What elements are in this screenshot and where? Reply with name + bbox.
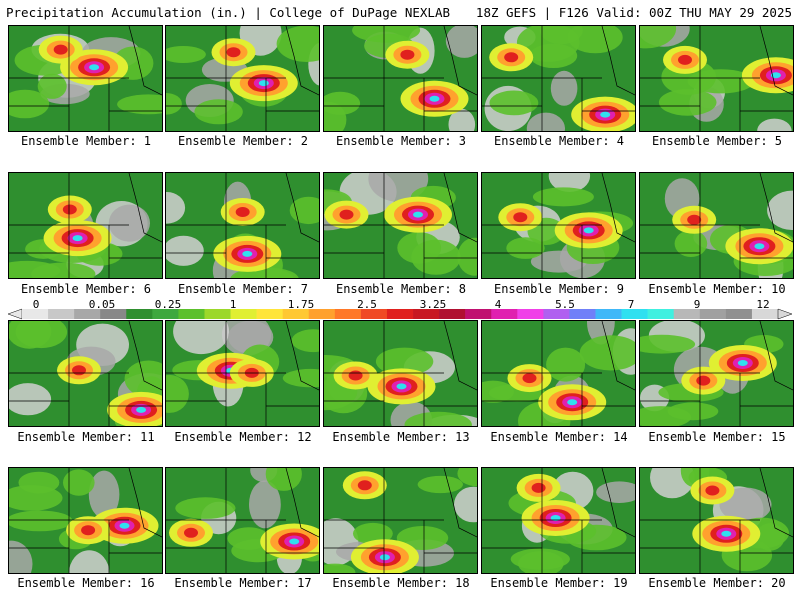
ensemble-member-label: Ensemble Member: 18 xyxy=(332,576,470,590)
ensemble-member-map xyxy=(323,467,478,574)
colorbar-swatch xyxy=(725,309,753,319)
colorbar-tick-label: 0.25 xyxy=(154,298,182,311)
ensemble-member-map xyxy=(323,25,478,132)
ensemble-member-map xyxy=(481,25,636,132)
colorbar-swatch xyxy=(517,309,544,319)
ensemble-member-map xyxy=(165,172,320,279)
colorbar-tick-label: 2.5 xyxy=(357,298,377,311)
colorbar-tick-label: 0 xyxy=(32,298,40,311)
ensemble-member-map xyxy=(639,172,794,279)
ensemble-member-map xyxy=(481,172,636,279)
colorbar-swatch xyxy=(595,309,622,319)
colorbar-swatch xyxy=(334,309,362,319)
colorbar-tick-label: 12 xyxy=(756,298,770,311)
ensemble-member-map xyxy=(639,467,794,574)
colorbar-max-arrow xyxy=(777,308,792,320)
colorbar-swatch xyxy=(100,309,127,319)
ensemble-member-label: Ensemble Member: 7 xyxy=(177,282,309,296)
colorbar-swatch xyxy=(256,309,283,319)
colorbar-tick-label: 0.05 xyxy=(88,298,116,311)
ensemble-member-label: Ensemble Member: 8 xyxy=(335,282,467,296)
ensemble-member-label: Ensemble Member: 12 xyxy=(174,430,312,444)
ensemble-member-map xyxy=(481,320,636,427)
ensemble-member-label: Ensemble Member: 15 xyxy=(648,430,786,444)
ensemble-member-label: Ensemble Member: 6 xyxy=(20,282,152,296)
colorbar-swatch xyxy=(74,309,101,319)
ensemble-member-map xyxy=(481,467,636,574)
colorbar-swatch xyxy=(491,309,518,319)
ensemble-member-label: Ensemble Member: 4 xyxy=(493,134,625,148)
colorbar-swatch xyxy=(204,309,231,319)
ensemble-member-map xyxy=(8,320,163,427)
precip-colorbar xyxy=(8,308,792,320)
colorbar-swatch xyxy=(152,309,179,319)
colorbar-swatch xyxy=(647,309,675,319)
colorbar-swatch xyxy=(439,309,466,319)
ensemble-member-label: Ensemble Member: 5 xyxy=(651,134,783,148)
colorbar-tick-label: 5.5 xyxy=(555,298,575,311)
colorbar-tick-label: 1.75 xyxy=(287,298,315,311)
ensemble-member-label: Ensemble Member: 10 xyxy=(648,282,786,296)
colorbar-swatch xyxy=(308,309,336,319)
ensemble-member-label: Ensemble Member: 14 xyxy=(490,430,628,444)
ensemble-member-label: Ensemble Member: 11 xyxy=(17,430,155,444)
colorbar-swatch xyxy=(386,309,414,319)
colorbar-swatch xyxy=(621,309,648,319)
colorbar-tick-label: 9 xyxy=(693,298,701,311)
colorbar-swatch xyxy=(543,309,570,319)
ensemble-member-label: Ensemble Member: 9 xyxy=(493,282,625,296)
colorbar-swatch xyxy=(699,309,727,319)
colorbar-swatch xyxy=(413,309,440,319)
colorbar-swatch xyxy=(22,309,49,319)
ensemble-member-label: Ensemble Member: 3 xyxy=(335,134,467,148)
ensemble-member-label: Ensemble Member: 1 xyxy=(20,134,152,148)
colorbar-swatch xyxy=(178,309,205,319)
colorbar-swatch xyxy=(282,309,310,319)
ensemble-member-map xyxy=(165,320,320,427)
ensemble-member-label: Ensemble Member: 19 xyxy=(490,576,628,590)
ensemble-member-label: Ensemble Member: 16 xyxy=(17,576,155,590)
ensemble-member-map xyxy=(323,320,478,427)
map-title: Precipitation Accumulation (in.) | Colle… xyxy=(6,5,451,20)
colorbar-tick-label: 7 xyxy=(627,298,635,311)
colorbar-swatch xyxy=(230,309,257,319)
ensemble-member-map xyxy=(323,172,478,279)
colorbar-swatch xyxy=(751,309,779,319)
colorbar-swatch xyxy=(126,309,153,319)
ensemble-member-map xyxy=(639,320,794,427)
colorbar-tick-label: 1 xyxy=(229,298,237,311)
ensemble-member-label: Ensemble Member: 13 xyxy=(332,430,470,444)
colorbar-swatch xyxy=(360,309,388,319)
colorbar-swatch xyxy=(48,309,75,319)
ensemble-member-map xyxy=(165,467,320,574)
colorbar-swatch xyxy=(673,309,701,319)
colorbar-tick-label: 3.25 xyxy=(419,298,447,311)
ensemble-member-map xyxy=(165,25,320,132)
ensemble-member-map xyxy=(639,25,794,132)
colorbar-tick-label: 4 xyxy=(494,298,502,311)
run-valid-time: 18Z GEFS | F126 Valid: 00Z THU MAY 29 20… xyxy=(475,5,792,20)
colorbar-swatch xyxy=(465,309,492,319)
ensemble-member-label: Ensemble Member: 20 xyxy=(648,576,786,590)
ensemble-member-map xyxy=(8,172,163,279)
ensemble-member-label: Ensemble Member: 17 xyxy=(174,576,312,590)
ensemble-member-map xyxy=(8,467,163,574)
ensemble-member-label: Ensemble Member: 2 xyxy=(177,134,309,148)
ensemble-member-map xyxy=(8,25,163,132)
colorbar-min-arrow xyxy=(8,308,23,320)
colorbar-swatch xyxy=(569,309,596,319)
